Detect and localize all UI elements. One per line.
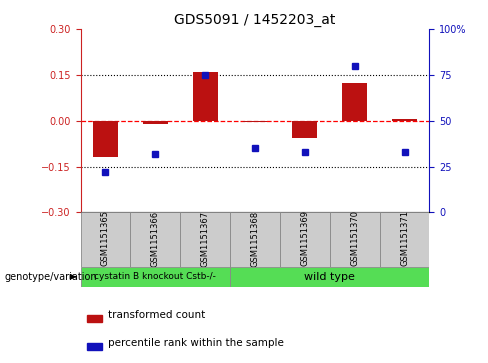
Bar — [180, 212, 230, 267]
Bar — [342, 82, 367, 121]
Text: GSM1151367: GSM1151367 — [201, 211, 210, 266]
Bar — [230, 212, 280, 267]
Text: GSM1151368: GSM1151368 — [250, 211, 260, 266]
Bar — [280, 212, 330, 267]
Text: GSM1151369: GSM1151369 — [300, 211, 309, 266]
Bar — [392, 119, 417, 121]
Bar — [81, 267, 230, 287]
Bar — [87, 343, 102, 350]
Bar — [130, 212, 180, 267]
Bar — [380, 212, 429, 267]
Text: GSM1151371: GSM1151371 — [400, 211, 409, 266]
Bar — [292, 121, 317, 138]
Title: GDS5091 / 1452203_at: GDS5091 / 1452203_at — [174, 13, 336, 26]
Text: cystatin B knockout Cstb-/-: cystatin B knockout Cstb-/- — [94, 272, 216, 281]
Text: percentile rank within the sample: percentile rank within the sample — [108, 338, 285, 348]
Bar — [230, 267, 429, 287]
Bar — [330, 212, 380, 267]
Text: transformed count: transformed count — [108, 310, 205, 320]
Bar — [87, 315, 102, 322]
Text: wild type: wild type — [305, 272, 355, 282]
Text: GSM1151366: GSM1151366 — [151, 211, 160, 266]
Bar — [243, 121, 267, 122]
Text: GSM1151370: GSM1151370 — [350, 211, 359, 266]
Bar — [81, 212, 130, 267]
Bar — [93, 121, 118, 158]
Text: GSM1151365: GSM1151365 — [101, 211, 110, 266]
Bar — [193, 72, 218, 121]
Bar — [143, 121, 168, 124]
Text: genotype/variation: genotype/variation — [5, 272, 98, 282]
